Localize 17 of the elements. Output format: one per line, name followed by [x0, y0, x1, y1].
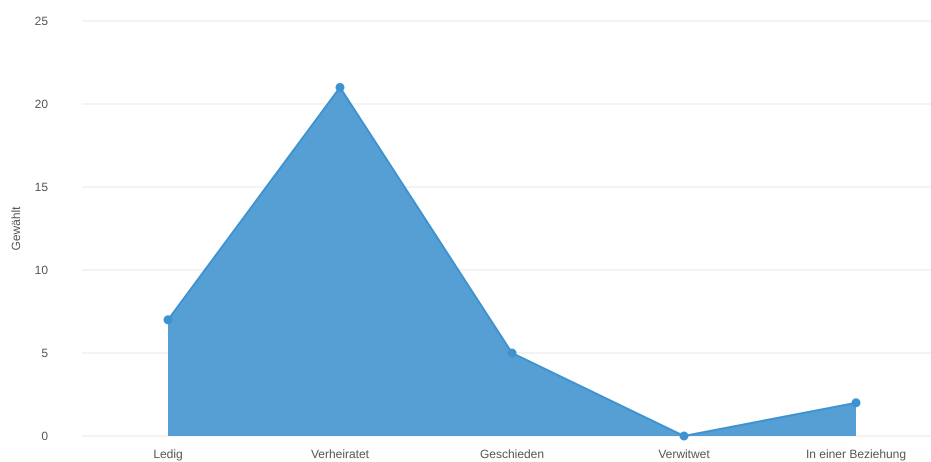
x-tick-label: Verwitwet: [658, 447, 710, 461]
y-tick-label: 15: [34, 180, 48, 194]
x-tick-label: In einer Beziehung: [806, 447, 906, 461]
y-tick-label: 20: [34, 97, 48, 112]
point: [336, 82, 344, 92]
point: [852, 398, 860, 408]
x-tick-label: Geschieden: [480, 447, 544, 461]
point: [680, 432, 688, 440]
point: [164, 315, 172, 324]
x-tick-label: Verheiratet: [310, 447, 370, 461]
y-tick-label: 0: [41, 429, 48, 444]
x-tick-label: Ledig: [153, 447, 183, 461]
y-tick-label: 25: [34, 14, 48, 28]
point: [508, 348, 516, 358]
y-axis-title: Gewählt: [9, 206, 23, 251]
y-tick-label: 5: [41, 346, 48, 360]
y-tick-label: 10: [34, 263, 48, 278]
